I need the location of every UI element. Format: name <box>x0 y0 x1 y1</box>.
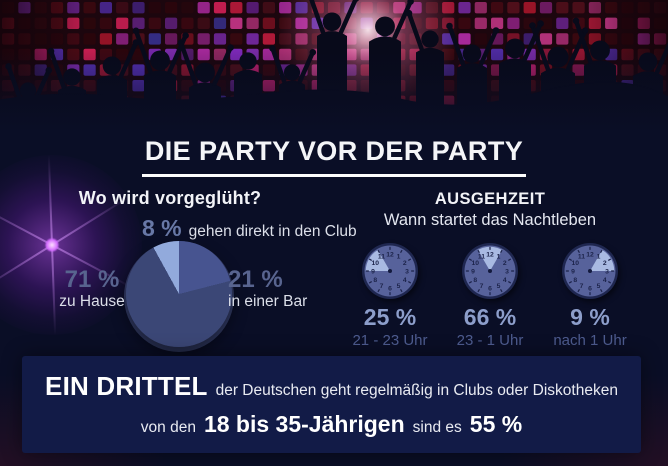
pie-label-bar: 21 % in einer Bar <box>228 267 338 312</box>
svg-text:11: 11 <box>478 254 485 261</box>
clock-percent-21-23: 25 % <box>363 304 417 330</box>
svg-text:9: 9 <box>571 268 575 275</box>
svg-text:11: 11 <box>578 254 585 261</box>
clock-range-after-1: nach 1 Uhr <box>553 332 627 349</box>
svg-text:2: 2 <box>503 260 507 267</box>
svg-text:6: 6 <box>488 285 492 292</box>
pie-chart <box>124 241 234 352</box>
svg-text:4: 4 <box>503 277 507 284</box>
svg-text:12: 12 <box>386 251 394 258</box>
banner-value-55: 55 % <box>469 411 523 437</box>
ausgehzeit-subheading: Wann startet das Nachtleben <box>383 211 597 229</box>
clock-range-21-23: 21 - 23 Uhr <box>352 332 428 349</box>
page-title: DIE PARTY VOR DER PARTY <box>141 136 527 177</box>
clock-percent-after-1: 9 % <box>570 304 610 330</box>
svg-text:10: 10 <box>471 260 479 267</box>
clock-group-after-1: 1 2 3 4 5 6 7 8 9 10 11 12 9 % nach 1 Uhr <box>544 241 636 349</box>
banner-line-2: von den 18 bis 35-Jährigen sind es 55 % <box>141 411 522 438</box>
pie-label-direct-club: 8 % gehen direkt in den Club <box>142 215 357 242</box>
svg-text:6: 6 <box>588 285 592 292</box>
svg-text:10: 10 <box>371 260 379 267</box>
preglow-chart-area: 8 % gehen direkt in den Club 71 % zu Hau… <box>20 215 357 375</box>
svg-text:8: 8 <box>373 277 377 284</box>
banner-text-1: der Deutschen geht regelmäßig in Clubs o… <box>215 382 618 399</box>
ausgehzeit-heading: AUSGEHZEIT <box>434 190 546 208</box>
preglow-section: Wo wird vorgeglüht? 8 % gehen direkt in … <box>20 188 357 375</box>
svg-text:10: 10 <box>571 260 579 267</box>
clock-percent-23-1: 66 % <box>463 304 517 330</box>
svg-text:8: 8 <box>473 277 477 284</box>
pie-value-bar: 21 % <box>228 266 283 293</box>
svg-text:9: 9 <box>471 268 475 275</box>
ausgehzeit-section: AUSGEHZEIT Wann startet das Nachtleben 1… <box>344 190 636 349</box>
svg-text:1: 1 <box>497 254 501 261</box>
svg-text:5: 5 <box>597 283 601 290</box>
clock-group-23-1: 1 2 3 4 5 6 7 8 9 10 11 12 66 % 23 - 1 Uhr <box>444 241 536 349</box>
party-crowd-header-image <box>0 0 668 134</box>
title-block: DIE PARTY VOR DER PARTY <box>0 136 668 177</box>
svg-text:5: 5 <box>397 283 401 290</box>
pie-label-home: 71 % zu Hause <box>42 267 142 312</box>
svg-text:3: 3 <box>405 268 409 275</box>
pie-graphic <box>126 241 232 347</box>
banner-line-1: EIN DRITTEL der Deutschen geht regelmäßi… <box>45 371 618 402</box>
svg-text:6: 6 <box>388 285 392 292</box>
svg-text:4: 4 <box>603 277 607 284</box>
pie-caption-home: zu Hause <box>59 293 125 311</box>
svg-text:7: 7 <box>380 283 384 290</box>
pie-caption-bar: in einer Bar <box>228 293 308 311</box>
svg-text:12: 12 <box>586 251 594 258</box>
clock-range-23-1: 23 - 1 Uhr <box>456 332 524 349</box>
banner-highlight-ein-drittel: EIN DRITTEL <box>45 371 208 401</box>
preglow-heading: Wo wird vorgeglüht? <box>78 188 262 208</box>
svg-text:8: 8 <box>573 277 577 284</box>
pie-value-home: 71 % <box>64 266 120 293</box>
svg-text:3: 3 <box>605 268 609 275</box>
banner-highlight-age: 18 bis 35-Jährigen <box>203 411 405 437</box>
stats-banner: EIN DRITTEL der Deutschen geht regelmäßi… <box>22 356 641 453</box>
banner-text-2b: sind es <box>412 419 462 436</box>
svg-text:4: 4 <box>403 277 407 284</box>
svg-text:7: 7 <box>580 283 584 290</box>
svg-text:2: 2 <box>403 260 407 267</box>
clock-group-21-23: 1 2 3 4 5 6 7 8 9 10 11 12 25 % 21 - 23 Uhr <box>344 241 436 349</box>
pie-caption-direct-club: gehen direkt in den Club <box>188 223 357 240</box>
svg-text:1: 1 <box>397 254 401 261</box>
svg-text:3: 3 <box>505 268 509 275</box>
svg-text:9: 9 <box>371 268 375 275</box>
svg-text:1: 1 <box>597 254 601 261</box>
svg-text:5: 5 <box>497 283 501 290</box>
svg-text:7: 7 <box>480 283 484 290</box>
svg-text:2: 2 <box>603 260 607 267</box>
svg-text:12: 12 <box>486 251 494 258</box>
banner-text-2a: von den <box>140 419 196 436</box>
svg-text:11: 11 <box>378 254 385 261</box>
pie-value-direct-club: 8 % <box>142 215 182 241</box>
